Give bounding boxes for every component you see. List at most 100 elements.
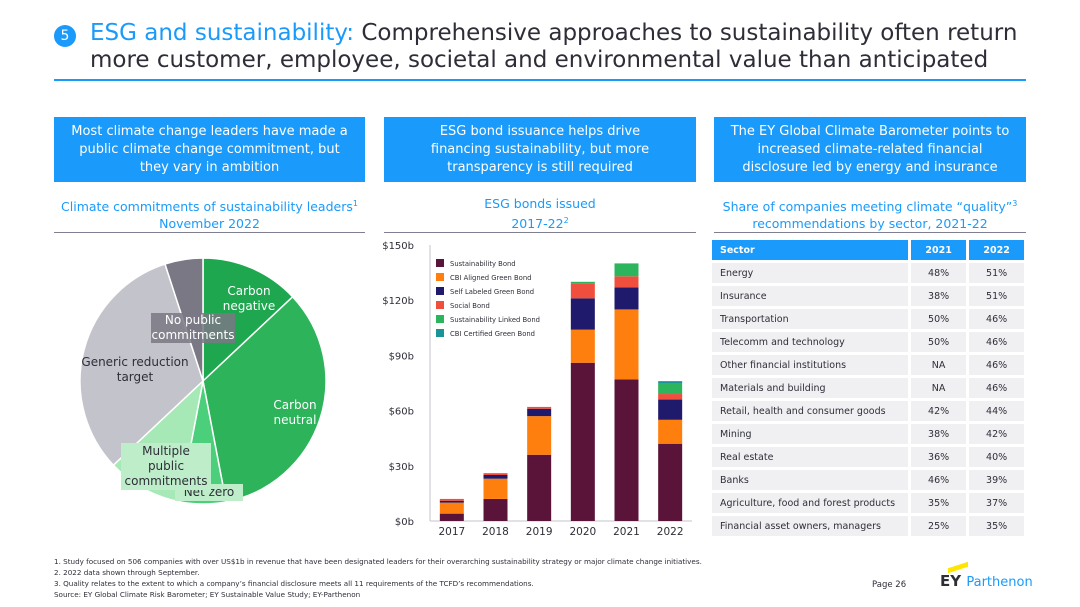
right-subtitle-date: 2021-22 [935, 216, 988, 232]
table-cell-2021: 38% [907, 283, 968, 308]
table-cell-2022: 51% [966, 283, 1024, 308]
footnote-2: 2. 2022 data shown through September. [54, 568, 200, 577]
legend-label: Sustainability Bond [450, 260, 516, 268]
bar-segment-2022-cbi-certified-green-bond [658, 381, 683, 383]
table-cell-2021: 38% [907, 421, 968, 446]
left-callout-text: Most climate change leaders have made a … [71, 123, 348, 175]
table-cell-2022: 46% [966, 375, 1024, 400]
table-cell-sector: Materials and building [712, 375, 910, 400]
page-title-rest: Comprehensive approaches to sustainabili… [90, 20, 1018, 73]
table-cell-sector: Real estate [712, 444, 910, 469]
bar-segment-2022-sustainability-linked-bond [658, 383, 683, 395]
table-cell-sector: Telecomm and technology [712, 329, 910, 354]
bar-segment-2018-sustainability-bond [483, 498, 508, 521]
sector-disclosure-table: Sector 2021 2022 Energy 48% 51% Insurance 38… [712, 240, 1024, 536]
bar-segment-2022-cbi-aligned-green-bond [658, 419, 683, 444]
bar-segment-2021-sustainability-linked-bond [614, 263, 639, 277]
left-subtitle-rule [54, 232, 365, 233]
table-cell-2022: 46% [966, 306, 1024, 331]
right-subtitle-text: Share of companies meeting climate “qual… [722, 199, 1013, 215]
left-callout-box: Most climate change leaders have made a … [54, 117, 365, 182]
table-row: Real estate 36% 40% [712, 444, 1024, 469]
legend-swatch [436, 315, 444, 323]
pie-label-carbon-negative: Carbon negative [222, 284, 276, 313]
table-cell-2021: 50% [907, 329, 968, 354]
table-row: Telecomm and technology 50% 46% [712, 329, 1024, 354]
right-subtitle-footnote-ref: 3 [1012, 199, 1018, 208]
bar-segment-2021-sustainability-bond [614, 379, 639, 521]
pie-label-carbon-neutral: Carbon neutral [273, 398, 317, 427]
middle-subtitle-footnote-ref: 2 [563, 216, 569, 225]
table-header-row: Sector 2021 2022 [712, 240, 1024, 262]
table-cell-2021: 36% [907, 444, 968, 469]
bar-segment-2018-cbi-aligned-green-bond [483, 478, 508, 499]
page-number: Page 26 [872, 580, 907, 590]
table-row: Financial asset owners, managers 25% 35% [712, 513, 1024, 536]
middle-callout-text: ESG bond issuance helps drive financing … [430, 123, 650, 175]
middle-subtitle-text: ESG bonds issued [484, 196, 596, 211]
table-cell-2021: NA [907, 352, 968, 377]
bar-segment-2019-cbi-aligned-green-bond [527, 416, 552, 455]
bar-segment-2019-social-bond [527, 406, 552, 409]
bar-segment-2017-cbi-aligned-green-bond [439, 502, 464, 514]
bar-segment-2019-self-labeled-green-bond [527, 408, 552, 417]
section-number-badge: 5 [54, 25, 76, 47]
table-row: Banks 46% 39% [712, 467, 1024, 492]
left-chart-subtitle: Climate commitments of sustainability le… [54, 195, 365, 232]
table-cell-2021: 46% [907, 467, 968, 492]
legend-swatch [436, 259, 444, 267]
left-subtitle-date: November 2022 [159, 216, 260, 232]
legend-swatch [436, 287, 444, 295]
table-header-2021: 2021 [907, 240, 968, 262]
left-subtitle-text: Climate commitments of sustainability le… [61, 199, 353, 215]
y-tick-label: $90b [389, 351, 414, 362]
y-tick-label: $120b [382, 296, 414, 307]
pie-slice-carbon-neutral [202, 295, 327, 503]
table-header-2022: 2022 [966, 240, 1024, 262]
table-cell-sector: Mining [712, 421, 910, 446]
table-row: Energy 48% 51% [712, 260, 1024, 285]
bar-segment-2019-sustainability-bond [527, 454, 552, 521]
source-note: Source: EY Global Climate Risk Barometer… [54, 590, 361, 599]
table-row: Retail, health and consumer goods 42% 44% [712, 398, 1024, 423]
table-cell-2022: 46% [966, 352, 1024, 377]
table-cell-2021: 42% [907, 398, 968, 423]
pie-label-multiple-commitments: Multiple public commitments [121, 443, 211, 490]
table-cell-sector: Financial asset owners, managers [712, 513, 910, 536]
table-row: Insurance 38% 51% [712, 283, 1024, 308]
table-cell-2021: 50% [907, 306, 968, 331]
page-title: ESG and sustainability: Comprehensive ap… [90, 20, 1050, 74]
footnote-3: 3. Quality relates to the extent to whic… [54, 579, 534, 588]
bar-segment-2017-self-labeled-green-bond [439, 500, 464, 503]
right-chart-subtitle: Share of companies meeting climate “qual… [714, 195, 1026, 232]
bar-segment-2020-self-labeled-green-bond [570, 298, 595, 330]
table-cell-sector: Energy [712, 260, 910, 285]
bar-segment-2018-self-labeled-green-bond [483, 475, 508, 479]
table-cell-2022: 51% [966, 260, 1024, 285]
legend-label: Social Bond [450, 302, 490, 310]
table-cell-2022: 39% [966, 467, 1024, 492]
legend-swatch [436, 301, 444, 309]
table-cell-2022: 46% [966, 329, 1024, 354]
bar-segment-2020-sustainability-linked-bond [570, 281, 595, 284]
table-cell-sector: Retail, health and consumer goods [712, 398, 910, 423]
x-tick-label: 2019 [526, 526, 553, 538]
bar-segment-2018-social-bond [483, 473, 508, 475]
x-tick-label: 2017 [438, 526, 465, 538]
bar-segment-2022-self-labeled-green-bond [658, 399, 683, 420]
legend-swatch [436, 273, 444, 281]
title-divider [54, 79, 1026, 81]
bar-segment-2021-cbi-aligned-green-bond [614, 309, 639, 380]
y-tick-label: $150b [382, 241, 414, 252]
y-tick-label: $0b [395, 517, 414, 528]
table-cell-sector: Insurance [712, 283, 910, 308]
bar-segment-2017-social-bond [439, 498, 464, 501]
table-cell-2022: 44% [966, 398, 1024, 423]
right-subtitle-rule [714, 232, 1026, 233]
table-row: Agriculture, food and forest products 35%… [712, 490, 1024, 515]
table-cell-2022: 40% [966, 444, 1024, 469]
table-row: Materials and building NA 46% [712, 375, 1024, 400]
middle-chart-subtitle: ESG bonds issued 2017-222 [384, 195, 696, 232]
table-cell-2022: 42% [966, 421, 1024, 446]
right-callout-text: The EY Global Climate Barometer points t… [730, 123, 1010, 175]
